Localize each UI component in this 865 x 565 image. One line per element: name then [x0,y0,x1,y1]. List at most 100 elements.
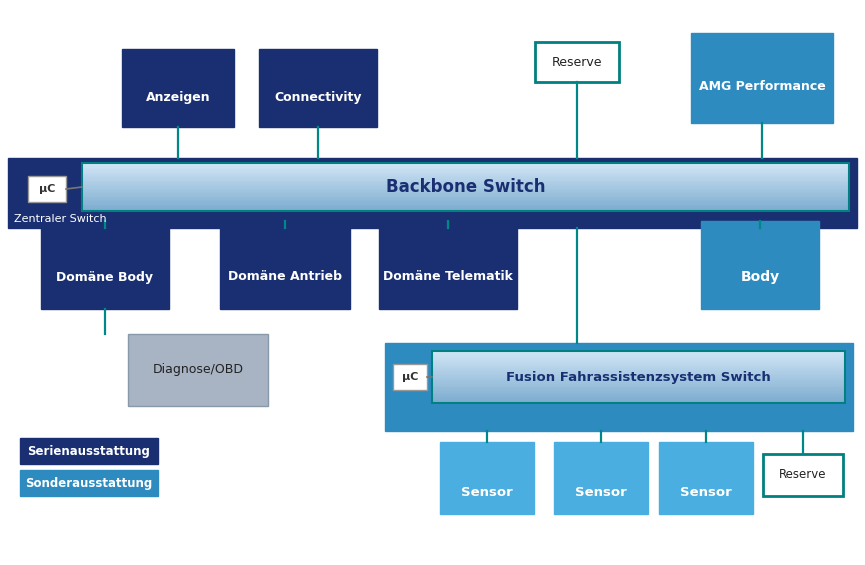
Bar [82,189,849,191]
Bar [122,49,234,127]
Bar [535,42,619,82]
Bar [432,393,845,395]
Bar [432,399,845,402]
Bar [20,438,158,464]
Bar [82,198,849,201]
Bar [659,442,753,514]
Text: Anzeigen: Anzeigen [145,92,210,105]
Bar [432,384,845,386]
Bar [432,367,845,369]
Bar [82,181,849,182]
Bar [82,190,849,192]
Bar [432,373,845,376]
Text: Reserve: Reserve [779,468,827,481]
Bar [432,372,845,374]
Text: μC: μC [402,372,418,382]
Text: Backbone Switch: Backbone Switch [386,178,545,196]
Bar [82,195,849,197]
Bar [432,398,845,400]
Bar [259,49,377,127]
Text: Connectivity: Connectivity [274,92,362,105]
Bar [432,401,845,403]
Bar [82,185,849,188]
Bar [82,176,849,178]
Bar [432,360,845,362]
Bar [82,206,849,208]
Bar [220,221,350,309]
Bar [82,193,849,195]
Bar [432,382,845,384]
Bar [432,358,845,360]
Bar [554,442,648,514]
Text: μC: μC [39,184,55,194]
Text: Sonderausstattung: Sonderausstattung [25,476,152,489]
Text: Body: Body [740,270,779,284]
Bar [432,365,845,367]
Bar [691,33,833,123]
Bar [432,394,845,397]
Bar [82,172,849,175]
Text: Reserve: Reserve [552,55,602,68]
Bar [432,356,845,358]
Bar [432,362,845,364]
Text: Domäne Telematik: Domäne Telematik [383,271,513,284]
Bar [82,163,849,165]
Bar [82,170,849,172]
Bar [82,164,849,167]
Bar [8,158,857,228]
Bar [432,389,845,392]
Bar [432,363,845,366]
Bar [432,354,845,357]
Bar [82,201,849,203]
Bar [432,351,845,403]
Bar [82,210,849,211]
Bar [82,182,849,184]
Bar [28,176,66,202]
Bar [82,184,849,186]
Bar [432,379,845,381]
Text: Domäne Antrieb: Domäne Antrieb [228,271,342,284]
Bar [440,442,534,514]
Bar [432,375,845,377]
Bar [82,197,849,199]
Text: Diagnose/OBD: Diagnose/OBD [152,363,244,376]
Bar [379,221,517,309]
Bar [41,221,169,309]
Text: Sensor: Sensor [575,485,627,498]
Bar [82,177,849,180]
Bar [701,221,819,309]
Text: Fusion Fahrassistenzsystem Switch: Fusion Fahrassistenzsystem Switch [506,371,771,384]
Bar [432,351,845,353]
Bar [432,377,845,379]
Text: Zentraler Switch: Zentraler Switch [14,214,106,224]
Bar [82,174,849,176]
Bar [432,391,845,393]
Bar [82,179,849,181]
Bar [82,200,849,202]
Bar [82,168,849,170]
Bar [20,470,158,496]
Bar [432,386,845,388]
Bar [432,380,845,383]
Bar [393,364,427,390]
Bar [128,334,268,406]
Bar [82,166,849,168]
Text: Sensor: Sensor [680,485,732,498]
Bar [82,192,849,194]
Bar [432,388,845,390]
Text: Serienausstattung: Serienausstattung [28,445,151,458]
Bar [432,368,845,371]
Bar [82,203,849,205]
Bar [763,454,843,496]
Bar [432,396,845,398]
Bar [82,205,849,207]
Bar [82,171,849,173]
Bar [432,353,845,355]
Bar [82,163,849,211]
Bar [385,343,853,431]
Bar [432,370,845,372]
Bar [82,208,849,210]
Bar [82,187,849,189]
Text: Sensor: Sensor [461,485,513,498]
Text: AMG Performance: AMG Performance [699,80,825,93]
